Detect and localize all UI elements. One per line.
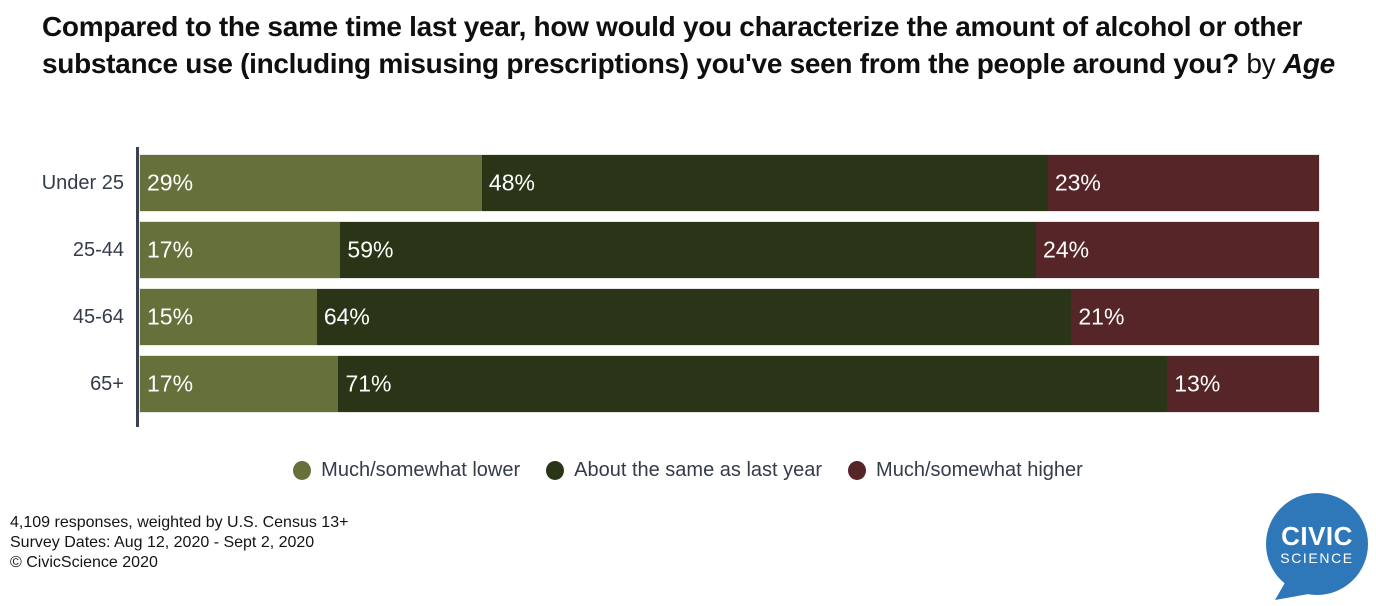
segment-value-label: 71% [345, 370, 392, 397]
bar-segment-much-somewhat-higher: 13% [1167, 356, 1319, 412]
chart-legend: Much/somewhat lower About the same as las… [0, 459, 1376, 482]
bar-segment-much-somewhat-higher: 23% [1047, 155, 1319, 211]
segment-value-label: 59% [347, 236, 394, 263]
bar-segment-about-the-same-as-last-year: 71% [338, 356, 1168, 412]
legend-label: Much/somewhat lower [321, 459, 521, 481]
legend-item-about-the-same-as-last-year: About the same as last year [546, 459, 822, 482]
legend-label: Much/somewhat higher [876, 459, 1083, 481]
segment-value-label: 24% [1043, 236, 1090, 263]
civicscience-logo: CIVIC SCIENCE [1266, 493, 1368, 600]
footer-survey-dates: Survey Dates: Aug 12, 2020 - Sept 2, 202… [10, 534, 315, 551]
segment-value-label: 17% [147, 370, 194, 397]
segment-value-label: 15% [147, 303, 194, 330]
logo-bubble-circle [1266, 493, 1368, 595]
segment-value-label: 29% [147, 169, 194, 196]
segment-value-label: 23% [1054, 169, 1101, 196]
category-label: 65+ [90, 372, 124, 395]
bar-segment-much-somewhat-higher: 24% [1036, 222, 1319, 278]
segment-value-label: 21% [1078, 303, 1125, 330]
legend-dot [546, 461, 565, 480]
logo-text-civic: CIVIC [1281, 521, 1353, 551]
bar-row: 25-44 17% 59% 24% [73, 221, 1320, 279]
legend-item-much-somewhat-higher: Much/somewhat higher [848, 459, 1083, 482]
footer-notes: 4,109 responses, weighted by U.S. Census… [10, 513, 348, 573]
bar-segment-much-somewhat-higher: 21% [1071, 289, 1319, 345]
segment-value-label: 17% [147, 236, 194, 263]
bar-segment-much-somewhat-lower: 17% [140, 356, 339, 412]
bar-row: Under 25 29% 48% 23% [42, 154, 1320, 212]
segment-value-label: 64% [323, 303, 370, 330]
bar-segment-much-somewhat-lower: 15% [140, 289, 317, 345]
segment-value-label: 13% [1174, 370, 1221, 397]
title-question: Compared to the same time last year, how… [42, 11, 1303, 79]
category-label: Under 25 [41, 171, 124, 194]
footer-copyright: © CivicScience 2020 [10, 554, 158, 571]
bar-segment-much-somewhat-lower: 29% [140, 155, 482, 211]
footer-responses: 4,109 responses, weighted by U.S. Census… [10, 514, 349, 531]
title-breakout: Age [1282, 48, 1335, 79]
bar-segment-about-the-same-as-last-year: 59% [340, 222, 1037, 278]
bar-segment-about-the-same-as-last-year: 64% [316, 289, 1072, 345]
bar-segment-much-somewhat-lower: 17% [140, 222, 341, 278]
bar-segment-about-the-same-as-last-year: 48% [481, 155, 1048, 211]
y-axis-line [136, 147, 139, 427]
legend-dot [848, 461, 867, 480]
stacked-bar-plot: Under 25 29% 48% 23% 25-44 17% 59% 24% 45-64 15% 6… [42, 154, 1320, 422]
bar-row: 45-64 15% 64% 21% [73, 288, 1320, 346]
legend-label: About the same as last year [574, 459, 823, 481]
category-label: 25-44 [72, 238, 124, 261]
legend-item-much-somewhat-lower: Much/somewhat lower [293, 459, 520, 482]
title-connector: by [1238, 48, 1283, 79]
legend-dot [293, 461, 312, 480]
bar-row: 65+ 17% 71% 13% [90, 355, 1320, 413]
category-label: 45-64 [72, 305, 124, 328]
logo-text-science: SCIENCE [1280, 550, 1353, 566]
chart-title: Compared to the same time last year, how… [42, 8, 1348, 82]
segment-value-label: 48% [488, 169, 535, 196]
